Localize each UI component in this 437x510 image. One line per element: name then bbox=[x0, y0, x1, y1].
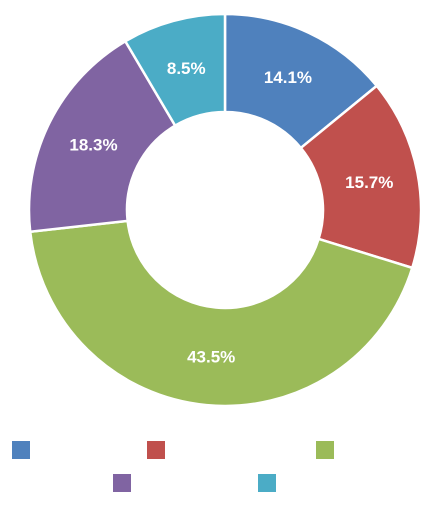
legend-swatch-4 bbox=[258, 474, 276, 492]
slice-label-2: 43.5% bbox=[187, 347, 235, 366]
slice-label-4: 8.5% bbox=[167, 59, 206, 78]
slice-label-0: 14.1% bbox=[264, 68, 312, 87]
slice-label-3: 18.3% bbox=[69, 135, 117, 154]
slices-group bbox=[27, 12, 423, 408]
donut-slice-3 bbox=[27, 39, 177, 234]
donut-slice-4 bbox=[123, 12, 227, 128]
slice-labels-group: 14.1% 15.7% 43.5% 18.3% 8.5% bbox=[69, 59, 393, 366]
slice-label-1: 15.7% bbox=[345, 173, 393, 192]
donut-slice-1 bbox=[299, 84, 423, 270]
legend bbox=[12, 441, 334, 492]
donut-slice-2 bbox=[28, 219, 414, 408]
legend-swatch-0 bbox=[12, 441, 30, 459]
legend-swatch-2 bbox=[316, 441, 334, 459]
legend-swatch-3 bbox=[113, 474, 131, 492]
legend-swatch-1 bbox=[147, 441, 165, 459]
